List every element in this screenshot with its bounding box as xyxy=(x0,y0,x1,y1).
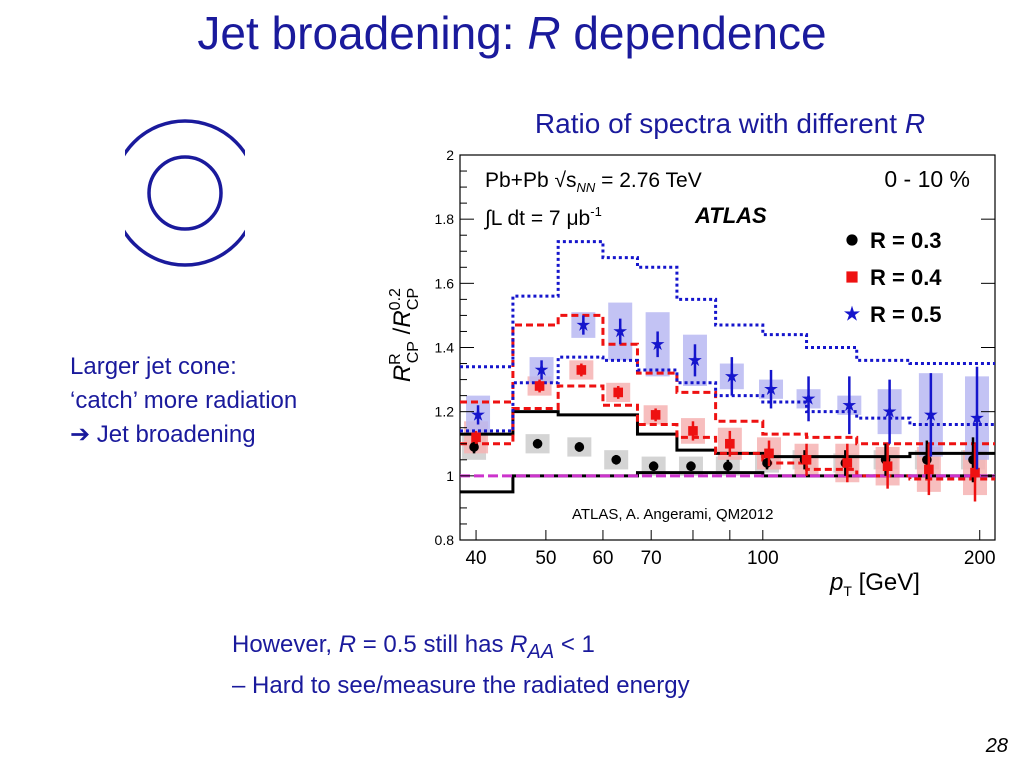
page-number: 28 xyxy=(985,735,1008,757)
jet-cone-circles-icon xyxy=(125,119,245,267)
y-tick-label: 1.6 xyxy=(435,275,455,291)
bottom-note: However, R = 0.5 still has RAA < 1 – Har… xyxy=(232,628,690,703)
data-point xyxy=(724,369,739,383)
data-point xyxy=(613,324,628,338)
data-point xyxy=(970,467,980,478)
data-point xyxy=(924,464,934,475)
y-axis-label: RRCP /R0.2CP xyxy=(387,288,422,382)
data-points xyxy=(469,315,984,502)
x-tick-label: 70 xyxy=(641,548,662,569)
data-point xyxy=(801,391,816,405)
chart-subtitle: Ratio of spectra with different R xyxy=(534,108,926,139)
legend-marker xyxy=(844,305,860,321)
atlas-label: ATLAS xyxy=(694,203,767,228)
data-point xyxy=(764,448,774,459)
data-point xyxy=(534,362,549,376)
data-point xyxy=(762,458,772,468)
model-curve-lower xyxy=(460,355,995,433)
bottom-line-1: However, R = 0.5 still has RAA < 1 xyxy=(232,631,595,663)
y-tick-label: 2 xyxy=(446,147,454,163)
energy-label: Pb+Pb √sNN = 2.76 TeV xyxy=(485,169,702,195)
data-point xyxy=(688,426,698,436)
data-point xyxy=(842,398,857,412)
citation-label: ATLAS, A. Angerami, QM2012 xyxy=(572,506,774,523)
x-tick-label: 60 xyxy=(592,548,613,569)
model-curve-upper xyxy=(460,410,995,459)
legend-label: R = 0.5 xyxy=(870,302,942,327)
y-tick-label: 1.8 xyxy=(435,211,455,227)
x-tick-label: 40 xyxy=(465,548,486,569)
data-point xyxy=(725,438,735,449)
data-point xyxy=(801,454,812,465)
data-point xyxy=(611,454,622,465)
bottom-line-2: – Hard to see/measure the radiated energ… xyxy=(232,671,690,699)
data-point xyxy=(576,317,591,331)
ratio-chart: 0.8 1 1.2 1.4 1.6 1.8 2 40 50 60 70 100 200 RRCP /R0… xyxy=(387,147,996,599)
data-point xyxy=(613,387,624,398)
jet-cone-note: Larger jet cone: ‘catch’ more radiation … xyxy=(70,350,297,452)
data-point xyxy=(686,461,696,472)
data-point xyxy=(764,382,778,396)
data-point xyxy=(688,353,702,367)
x-axis-label: pT [GeV] xyxy=(829,569,920,599)
data-point xyxy=(842,458,853,468)
y-tick-label: 0.8 xyxy=(435,532,455,548)
data-point xyxy=(970,410,984,424)
legend-label: R = 0.3 xyxy=(870,228,942,253)
data-point xyxy=(471,432,481,443)
arrow-icon: ➔ xyxy=(70,421,91,448)
legend: R = 0.3 R = 0.4 R = 0.5 xyxy=(844,228,942,327)
data-point xyxy=(924,407,938,421)
note-line-3: ➔ Jet broadening xyxy=(70,421,256,448)
model-curve-lower xyxy=(460,384,995,481)
data-point xyxy=(648,461,659,472)
y-tick-label: 1.4 xyxy=(435,340,455,356)
x-tick-label: 50 xyxy=(535,548,556,569)
data-point xyxy=(576,365,587,375)
data-point xyxy=(574,442,585,452)
data-point xyxy=(469,442,479,452)
data-point xyxy=(882,404,897,418)
note-line-1: Larger jet cone: xyxy=(70,353,237,380)
slide-title: Jet broadening: R dependence xyxy=(197,7,827,59)
data-point xyxy=(723,461,733,472)
axes: 0.8 1 1.2 1.4 1.6 1.8 2 40 50 60 70 100 200 xyxy=(435,147,996,569)
legend-label: R = 0.4 xyxy=(870,265,942,290)
data-point xyxy=(471,407,485,421)
data-point xyxy=(650,410,661,420)
centrality-label: 0 - 10 % xyxy=(884,166,970,192)
legend-marker xyxy=(846,271,858,283)
legend-marker xyxy=(846,234,858,246)
y-tick-label: 1 xyxy=(446,468,454,484)
data-point xyxy=(882,461,893,472)
y-tick-label: 1.2 xyxy=(435,404,455,420)
model-curve-upper xyxy=(460,313,995,446)
data-point xyxy=(650,337,665,351)
note-line-2: ‘catch’ more radiation xyxy=(70,387,298,414)
luminosity-label: ∫L dt = 7 μb-1 xyxy=(484,204,602,230)
data-point xyxy=(534,381,545,391)
x-tick-label: 200 xyxy=(964,548,996,569)
x-tick-label: 100 xyxy=(747,548,779,569)
data-point xyxy=(532,438,543,449)
